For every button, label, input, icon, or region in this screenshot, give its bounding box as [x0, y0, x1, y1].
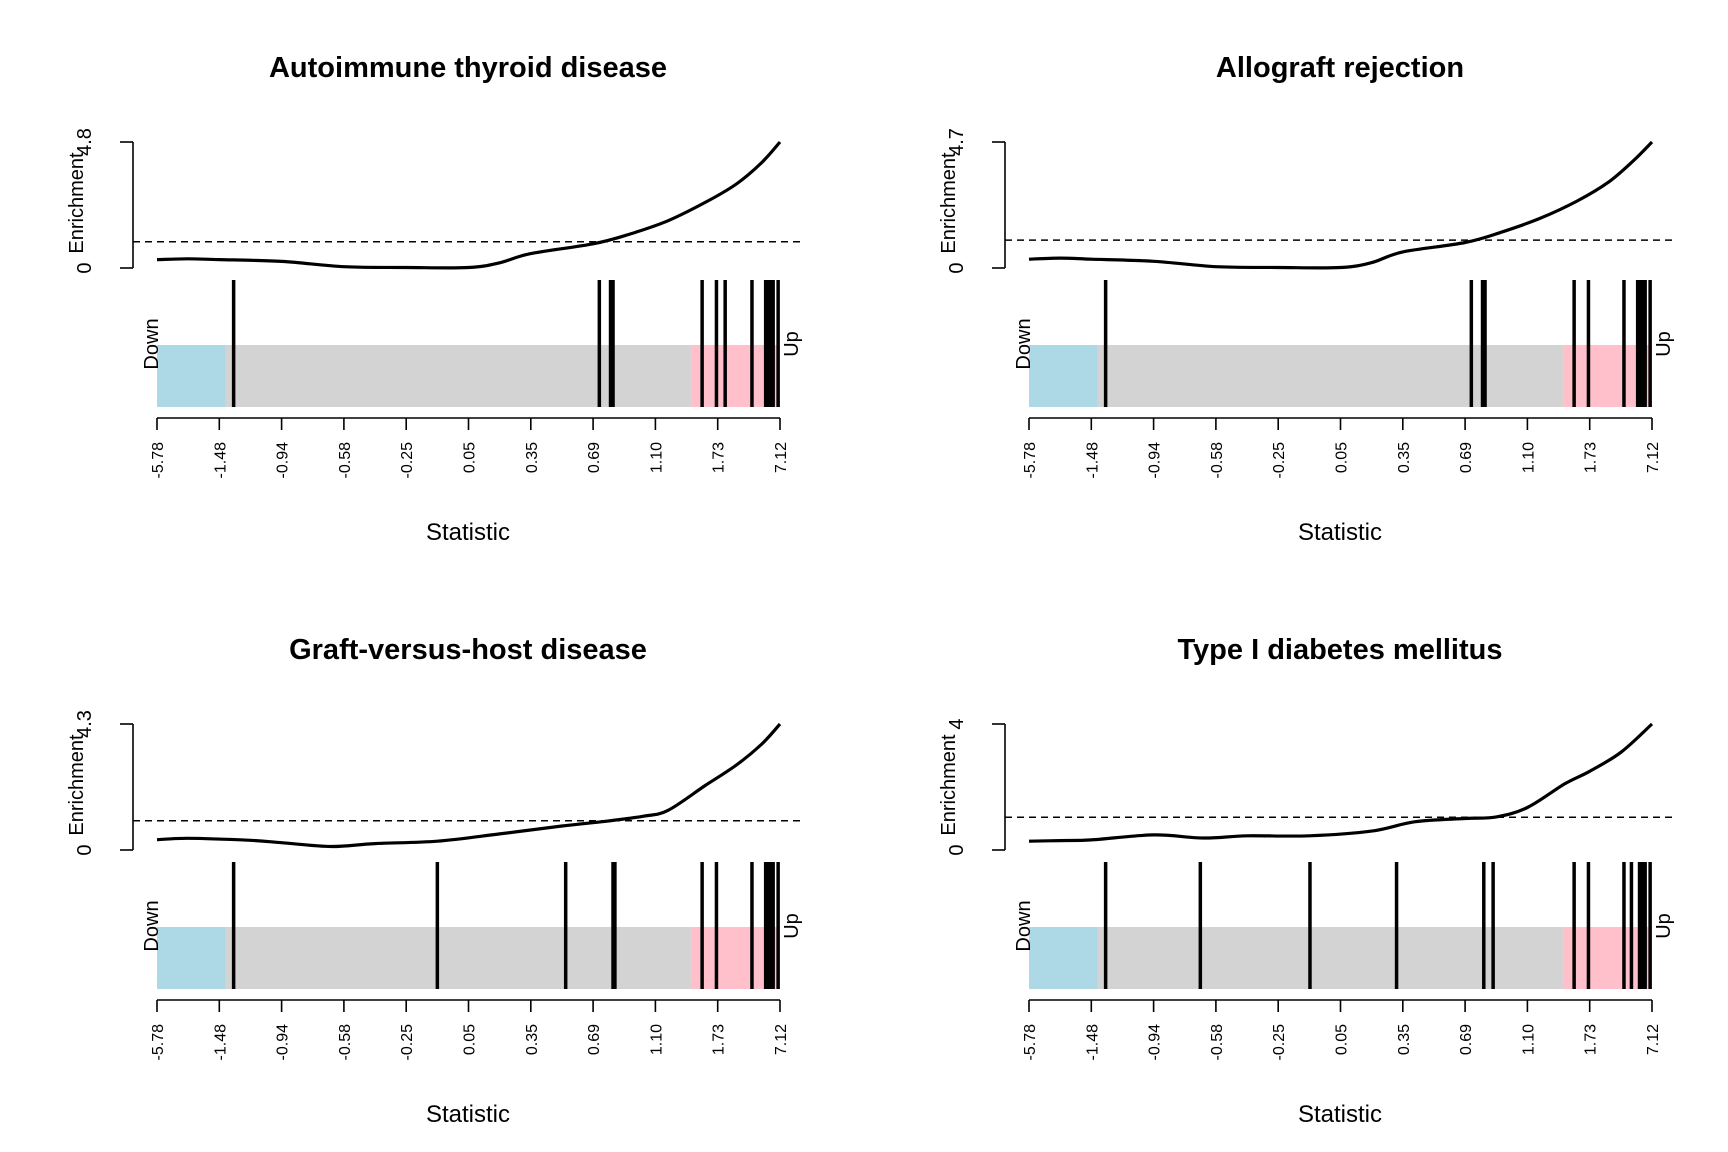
x-tick-label-11: 7.12 [773, 442, 790, 473]
x-axis-label: Statistic [426, 519, 510, 546]
down-label: Down [1013, 318, 1035, 369]
x-tick-label-8: 0.69 [586, 1024, 603, 1055]
x-tick-label-7: 0.35 [524, 1024, 541, 1055]
x-tick-label-2: -1.48 [212, 1024, 229, 1061]
chart-title: Allograft rejection [1216, 52, 1464, 84]
y-axis-label: Enrichment [938, 734, 960, 836]
y-tick-label-max: 4 [946, 718, 968, 729]
x-tick-label-4: -0.58 [337, 442, 354, 479]
x-tick-label-8: 0.69 [586, 442, 603, 473]
x-tick-label-9: 1.10 [648, 442, 665, 473]
enrichment-curve [156, 140, 782, 270]
x-tick-label-4: -0.58 [1209, 442, 1226, 479]
x-tick-label-3: -0.94 [275, 442, 292, 479]
x-tick-label-9: 1.10 [1520, 442, 1537, 473]
x-tick-label-9: 1.10 [1520, 1024, 1537, 1055]
x-tick-label-11: 7.12 [1645, 1024, 1662, 1055]
up-label: Up [1653, 331, 1675, 357]
middle-region-band [225, 927, 691, 989]
y-axis-label: Enrichment [66, 734, 88, 836]
x-tick-label-4: -0.58 [1209, 1024, 1226, 1061]
x-tick-label-2: -1.48 [212, 442, 229, 479]
x-tick-label-1: -5.78 [150, 442, 167, 479]
x-tick-label-2: -1.48 [1084, 1024, 1101, 1061]
x-tick-label-6: 0.05 [462, 1024, 479, 1055]
x-tick-label-6: 0.05 [1334, 1024, 1351, 1055]
down-region-band [1029, 345, 1098, 407]
middle-region-band [1097, 345, 1563, 407]
chart-panel-1: Autoimmune thyroid disease 0 4.8Enrichment… [66, 52, 805, 546]
y-tick-label-0: 0 [74, 844, 96, 855]
y-tick-label-0: 0 [946, 262, 968, 273]
x-tick-label-8: 0.69 [1458, 1024, 1475, 1055]
chart-panel-4: Type I diabetes mellitus 0 4 Enrichment Down… [938, 634, 1677, 1128]
down-label: Down [141, 318, 163, 369]
x-tick-label-1: -5.78 [1022, 442, 1039, 479]
x-tick-label-10: 1.73 [711, 442, 728, 473]
y-tick-label-0: 0 [946, 844, 968, 855]
y-tick-label-max: 4.8 [74, 128, 96, 156]
down-region-band [157, 927, 226, 989]
chart-title: Type I diabetes mellitus [1177, 634, 1502, 666]
enrichment-curve [156, 722, 782, 849]
x-tick-label-5: -0.25 [1271, 1024, 1288, 1061]
x-tick-label-5: -0.25 [399, 1024, 416, 1061]
up-label: Up [781, 331, 803, 357]
x-tick-label-8: 0.69 [1458, 442, 1475, 473]
up-label: Up [781, 913, 803, 939]
enrichment-curve [1028, 722, 1654, 843]
x-tick-label-4: -0.58 [337, 1024, 354, 1061]
x-tick-label-5: -0.25 [399, 442, 416, 479]
x-tick-label-6: 0.05 [1334, 442, 1351, 473]
x-axis-label: Statistic [1298, 1101, 1382, 1128]
chart-title: Graft-versus-host disease [289, 634, 647, 666]
x-tick-label-1: -5.78 [1022, 1024, 1039, 1061]
up-label: Up [1653, 913, 1675, 939]
x-tick-label-10: 1.73 [1583, 1024, 1600, 1055]
x-tick-label-11: 7.12 [773, 1024, 790, 1055]
x-tick-label-10: 1.73 [711, 1024, 728, 1055]
up-region-band [1562, 927, 1652, 989]
x-tick-label-6: 0.05 [462, 442, 479, 473]
x-tick-label-7: 0.35 [1396, 1024, 1413, 1055]
x-tick-label-11: 7.12 [1645, 442, 1662, 473]
x-tick-label-7: 0.35 [1396, 442, 1413, 473]
x-tick-label-10: 1.73 [1583, 442, 1600, 473]
x-tick-label-3: -0.94 [1147, 1024, 1164, 1061]
x-tick-label-1: -5.78 [150, 1024, 167, 1061]
y-tick-label-max: 4.7 [946, 128, 968, 156]
y-axis-label: Enrichment [66, 152, 88, 254]
down-label: Down [1013, 900, 1035, 951]
x-tick-label-2: -1.48 [1084, 442, 1101, 479]
down-region-band [157, 345, 226, 407]
x-tick-label-3: -0.94 [275, 1024, 292, 1061]
x-tick-label-5: -0.25 [1271, 442, 1288, 479]
y-tick-label-max: 4.3 [74, 710, 96, 738]
down-region-band [1029, 927, 1098, 989]
x-tick-label-3: -0.94 [1147, 442, 1164, 479]
enrichment-curve [1028, 140, 1654, 270]
y-tick-label-0: 0 [74, 262, 96, 273]
x-axis-label: Statistic [1298, 519, 1382, 546]
down-label: Down [141, 900, 163, 951]
x-tick-label-9: 1.10 [648, 1024, 665, 1055]
x-tick-label-7: 0.35 [524, 442, 541, 473]
x-axis-label: Statistic [426, 1101, 510, 1128]
y-axis-label: Enrichment [938, 152, 960, 254]
middle-region-band [225, 345, 691, 407]
chart-title: Autoimmune thyroid disease [269, 52, 667, 84]
